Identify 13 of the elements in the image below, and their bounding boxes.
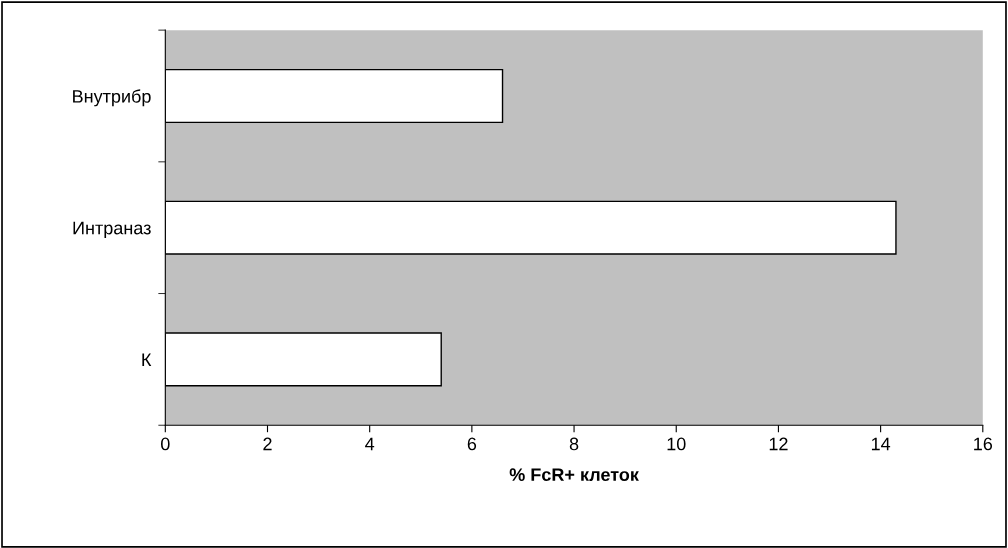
x-tick-label: 10	[667, 437, 686, 451]
x-tick-label: 4	[365, 437, 375, 451]
x-tick-label: 12	[769, 437, 788, 451]
x-tick-label: 14	[871, 437, 891, 451]
y-tick-label: Интраназ	[73, 221, 151, 238]
x-tick-label: 0	[161, 437, 170, 451]
y-tick-label: К	[142, 353, 152, 366]
x-tick-label: 6	[467, 437, 477, 451]
x-tick-label: 2	[263, 437, 272, 451]
x-tick-label: 8	[569, 437, 579, 451]
x-axis-title: % FcR+ клеток	[509, 468, 639, 482]
x-tick-label: 16	[974, 437, 993, 451]
y-tick-label: Внутрибр	[73, 89, 151, 107]
